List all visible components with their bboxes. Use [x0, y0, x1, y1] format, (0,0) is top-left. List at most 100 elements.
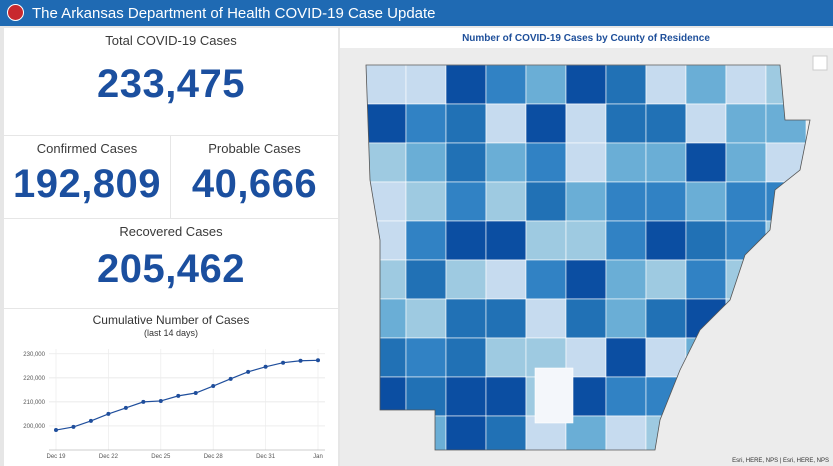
x-tick-label: Dec 22: [99, 454, 119, 460]
county: [605, 415, 647, 450]
data-point: [316, 358, 320, 363]
county: [605, 337, 647, 378]
line-chart: Cumulative Number of Cases (last 14 days…: [4, 309, 338, 466]
card-label: Confirmed Cases: [36, 141, 138, 156]
county: [405, 181, 447, 222]
map-panel: Number of COVID-19 Cases by County of Re…: [340, 28, 833, 466]
data-point: [263, 364, 268, 369]
confirmed-card: Confirmed Cases 192,809: [4, 136, 170, 218]
header-title: The Arkansas Department of Health COVID-…: [32, 5, 436, 22]
county: [685, 220, 727, 261]
data-point: [123, 405, 128, 410]
county: [485, 103, 527, 144]
county: [485, 415, 527, 450]
county: [445, 181, 487, 222]
data-point: [158, 398, 163, 403]
county: [685, 103, 727, 144]
county: [405, 259, 447, 300]
county: [445, 142, 487, 183]
card-value: 233,475: [96, 62, 246, 106]
county: [405, 142, 447, 183]
county: [685, 65, 727, 105]
card-value: 205,462: [96, 247, 246, 291]
county: [685, 142, 727, 183]
county: [485, 298, 527, 339]
county: [565, 103, 607, 144]
data-point: [228, 376, 233, 381]
data-point: [54, 428, 58, 433]
card-label: Recovered Cases: [119, 224, 223, 239]
chart-subtitle: (last 14 days): [144, 328, 198, 338]
county: [645, 142, 687, 183]
county: [405, 298, 447, 339]
county: [525, 220, 567, 261]
county: [525, 65, 567, 105]
recovered-card: Recovered Cases 205,462: [4, 219, 338, 308]
county: [725, 142, 767, 183]
county: [485, 181, 527, 222]
county: [525, 259, 567, 300]
data-point: [176, 393, 181, 398]
chart-title: Cumulative Number of Cases: [93, 313, 250, 327]
x-tick-label: Jan: [313, 454, 323, 460]
header-bar: The Arkansas Department of Health COVID-…: [0, 0, 833, 26]
county: [445, 415, 487, 450]
legend-button[interactable]: [812, 55, 828, 71]
county: [405, 65, 447, 105]
county: [485, 220, 527, 261]
county: [366, 103, 407, 144]
county: [605, 65, 647, 105]
county: [605, 220, 647, 261]
data-point: [211, 384, 216, 389]
map-title-bar: [340, 28, 833, 48]
chart-bg: [4, 309, 338, 466]
data-point: [246, 369, 251, 374]
county: [645, 259, 687, 300]
county: [645, 181, 687, 222]
logo: [7, 4, 24, 21]
county: [445, 376, 487, 417]
data-point: [141, 399, 146, 404]
county: [565, 181, 607, 222]
x-tick-label: Dec 31: [256, 454, 276, 460]
county: [445, 259, 487, 300]
data-point: [71, 424, 76, 429]
county: [445, 103, 487, 144]
county: [405, 220, 447, 261]
county: [445, 298, 487, 339]
probable-card: Probable Cases 40,666: [171, 136, 338, 218]
map-attribution: Esri, HERE, NPS | Esri, HERE, NPS: [732, 458, 829, 464]
county: [445, 220, 487, 261]
county: [645, 65, 687, 105]
county: [685, 259, 727, 300]
county: [605, 298, 647, 339]
county: [645, 103, 687, 144]
data-point: [106, 411, 111, 416]
county: [605, 259, 647, 300]
county: [366, 65, 407, 105]
total-card: Total COVID-19 Cases 233,475: [4, 28, 338, 135]
county: [485, 337, 527, 378]
county: [605, 376, 647, 417]
county: [445, 337, 487, 378]
county: [605, 103, 647, 144]
y-tick-label: 220,000: [23, 376, 45, 382]
county: [485, 259, 527, 300]
county: [445, 65, 487, 105]
data-point: [193, 391, 198, 396]
county: [405, 103, 447, 144]
county: [565, 259, 607, 300]
county: [525, 181, 567, 222]
data-point: [281, 360, 286, 365]
data-point: [88, 418, 93, 423]
card-label: Total COVID-19 Cases: [105, 33, 237, 48]
x-tick-label: Dec 19: [46, 454, 66, 460]
county: [405, 337, 447, 378]
card-value: 40,666: [191, 162, 318, 206]
data-point: [298, 358, 303, 363]
county: [366, 142, 407, 183]
series-line: [55, 359, 319, 431]
card-label: Probable Cases: [208, 141, 301, 156]
